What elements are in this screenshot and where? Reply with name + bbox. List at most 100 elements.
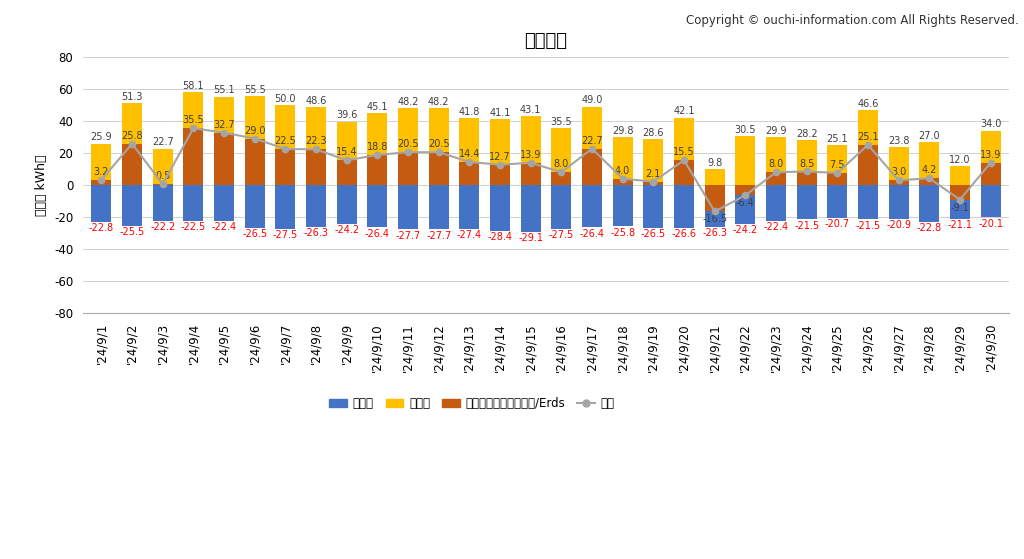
Bar xyxy=(398,185,418,229)
Text: 3.0: 3.0 xyxy=(891,167,906,177)
Text: 32.7: 32.7 xyxy=(213,120,234,130)
Bar xyxy=(582,185,602,228)
Bar xyxy=(429,185,449,229)
Bar xyxy=(368,155,387,185)
Bar xyxy=(582,149,602,185)
Bar xyxy=(766,172,786,185)
Bar xyxy=(827,145,847,185)
Bar xyxy=(429,152,449,185)
Bar xyxy=(275,185,295,229)
Bar xyxy=(674,160,694,185)
Text: -24.2: -24.2 xyxy=(334,225,359,235)
Bar xyxy=(705,185,725,227)
Text: 9.8: 9.8 xyxy=(707,158,722,168)
Bar xyxy=(612,185,633,226)
Text: -21.5: -21.5 xyxy=(855,221,881,231)
Text: -22.5: -22.5 xyxy=(181,222,206,233)
Bar xyxy=(183,185,204,221)
Text: 55.1: 55.1 xyxy=(213,86,234,96)
Text: 48.2: 48.2 xyxy=(397,97,419,107)
Text: -26.5: -26.5 xyxy=(641,229,666,239)
Text: -20.1: -20.1 xyxy=(978,219,1004,229)
Bar xyxy=(306,185,326,227)
Bar xyxy=(981,131,1000,185)
Bar xyxy=(920,178,939,185)
Bar xyxy=(827,173,847,185)
Bar xyxy=(337,185,356,224)
Text: -29.1: -29.1 xyxy=(518,233,543,243)
Text: 13.9: 13.9 xyxy=(980,150,1001,160)
Bar xyxy=(245,96,264,185)
Text: 50.0: 50.0 xyxy=(274,94,296,103)
Bar xyxy=(122,185,142,226)
Bar xyxy=(981,163,1000,185)
Text: 25.1: 25.1 xyxy=(857,132,879,142)
Bar xyxy=(797,172,816,185)
Text: 29.9: 29.9 xyxy=(765,126,786,136)
Text: 7.5: 7.5 xyxy=(829,160,845,170)
Bar xyxy=(398,108,418,185)
Bar xyxy=(551,185,571,229)
Bar xyxy=(460,162,479,185)
Text: -27.7: -27.7 xyxy=(395,231,421,241)
Text: 3.2: 3.2 xyxy=(94,167,110,177)
Bar xyxy=(91,185,112,221)
Bar xyxy=(368,185,387,228)
Text: 29.8: 29.8 xyxy=(612,126,634,136)
Text: -28.4: -28.4 xyxy=(487,232,512,242)
Text: 4.0: 4.0 xyxy=(615,166,631,176)
Text: 42.1: 42.1 xyxy=(673,106,694,116)
Bar xyxy=(705,185,725,211)
Text: -21.5: -21.5 xyxy=(794,221,819,231)
Bar xyxy=(368,113,387,185)
Text: 2.1: 2.1 xyxy=(646,169,662,179)
Bar xyxy=(674,185,694,228)
Bar xyxy=(920,185,939,221)
Text: -26.4: -26.4 xyxy=(365,229,390,239)
Bar xyxy=(214,185,234,221)
Bar xyxy=(306,149,326,185)
Title: 電力収支: 電力収支 xyxy=(524,32,567,50)
Text: 15.4: 15.4 xyxy=(336,148,357,158)
Bar xyxy=(306,107,326,185)
Text: 25.1: 25.1 xyxy=(826,134,848,144)
Text: -22.8: -22.8 xyxy=(916,223,942,233)
Text: -27.5: -27.5 xyxy=(549,230,574,240)
Bar xyxy=(612,179,633,185)
Text: Copyright © ouchi-information.com All Rights Reserved.: Copyright © ouchi-information.com All Ri… xyxy=(686,14,1019,27)
Text: -26.5: -26.5 xyxy=(242,229,267,239)
Bar xyxy=(766,185,786,221)
Bar xyxy=(153,184,173,185)
Text: 8.5: 8.5 xyxy=(799,159,814,169)
Bar xyxy=(735,185,756,195)
Text: 20.5: 20.5 xyxy=(397,139,419,149)
Bar xyxy=(551,128,571,185)
Bar xyxy=(643,185,664,228)
Text: 39.6: 39.6 xyxy=(336,110,357,120)
Bar xyxy=(889,147,908,185)
Text: 8.0: 8.0 xyxy=(768,159,783,169)
Text: 34.0: 34.0 xyxy=(980,119,1001,129)
Text: -20.9: -20.9 xyxy=(886,220,911,230)
Text: -22.8: -22.8 xyxy=(89,223,114,233)
Text: -27.5: -27.5 xyxy=(272,230,298,240)
Text: 15.5: 15.5 xyxy=(673,148,695,157)
Bar xyxy=(643,139,664,185)
Bar xyxy=(950,166,970,185)
Text: 58.1: 58.1 xyxy=(182,80,204,91)
Text: 45.1: 45.1 xyxy=(367,102,388,111)
Bar xyxy=(582,107,602,185)
Bar xyxy=(920,142,939,185)
Text: 46.6: 46.6 xyxy=(857,99,879,109)
Bar xyxy=(398,152,418,185)
Bar xyxy=(674,117,694,185)
Text: 4.2: 4.2 xyxy=(922,165,937,176)
Y-axis label: 電力［ kWh］: 電力［ kWh］ xyxy=(36,154,48,216)
Text: -22.2: -22.2 xyxy=(151,222,175,232)
Text: -21.1: -21.1 xyxy=(947,220,973,230)
Text: 35.5: 35.5 xyxy=(182,115,204,125)
Bar xyxy=(214,132,234,185)
Bar xyxy=(858,185,878,220)
Bar xyxy=(612,138,633,185)
Text: 49.0: 49.0 xyxy=(582,95,603,105)
